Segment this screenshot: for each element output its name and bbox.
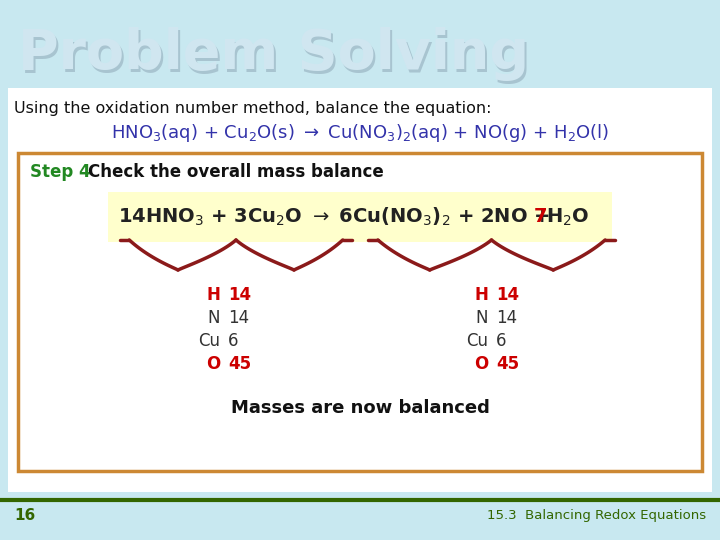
Text: N: N: [207, 309, 220, 327]
Text: N: N: [475, 309, 488, 327]
Text: 6: 6: [496, 332, 506, 350]
Text: Problem Solving: Problem Solving: [18, 27, 529, 81]
Text: H: H: [474, 286, 488, 304]
Text: 14HNO$_3$ + 3Cu$_2$O $\rightarrow$ 6Cu(NO$_3$)$_2$ + 2NO +: 14HNO$_3$ + 3Cu$_2$O $\rightarrow$ 6Cu(N…: [118, 206, 552, 228]
Text: Using the oxidation number method, balance the equation:: Using the oxidation number method, balan…: [14, 100, 492, 116]
Text: O: O: [206, 355, 220, 373]
Text: 7: 7: [534, 207, 547, 226]
Text: 6: 6: [228, 332, 238, 350]
Text: Cu: Cu: [466, 332, 488, 350]
FancyBboxPatch shape: [108, 192, 612, 242]
FancyBboxPatch shape: [8, 88, 712, 492]
Text: 15.3  Balancing Redox Equations: 15.3 Balancing Redox Equations: [487, 510, 706, 523]
Text: 14: 14: [496, 309, 517, 327]
Text: 14: 14: [496, 286, 519, 304]
FancyBboxPatch shape: [18, 153, 702, 471]
Text: Check the overall mass balance: Check the overall mass balance: [88, 163, 384, 181]
Text: Problem Solving: Problem Solving: [20, 30, 531, 84]
Text: 16: 16: [14, 509, 35, 523]
Text: HNO$_3$(aq) + Cu$_2$O(s) $\rightarrow$ Cu(NO$_3$)$_2$(aq) + NO(g) + H$_2$O(l): HNO$_3$(aq) + Cu$_2$O(s) $\rightarrow$ C…: [111, 122, 609, 144]
Text: 45: 45: [228, 355, 251, 373]
Text: Masses are now balanced: Masses are now balanced: [230, 399, 490, 417]
Text: 14: 14: [228, 309, 249, 327]
Text: Step 4: Step 4: [30, 163, 91, 181]
Text: 45: 45: [496, 355, 519, 373]
Text: H: H: [206, 286, 220, 304]
Text: 14: 14: [228, 286, 251, 304]
Text: Cu: Cu: [198, 332, 220, 350]
Text: O: O: [474, 355, 488, 373]
Text: H$_2$O: H$_2$O: [546, 206, 590, 228]
